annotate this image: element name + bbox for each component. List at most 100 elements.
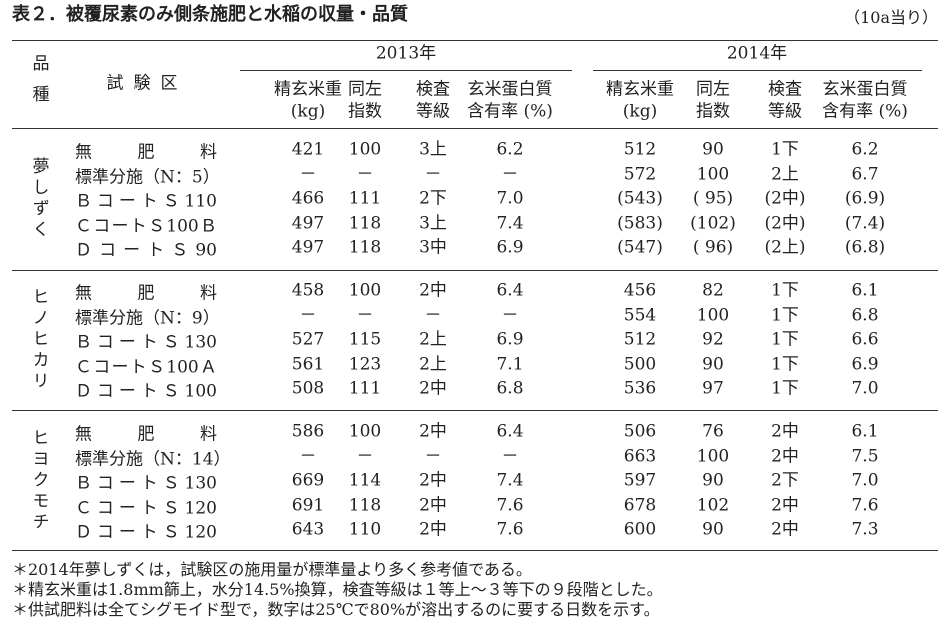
cell: 97 [702, 378, 724, 399]
column-header: 指数 [348, 101, 382, 122]
cell: 458 [291, 280, 325, 301]
cell: 643 [291, 519, 325, 540]
cell: 7.0 [851, 470, 879, 491]
cell: ( 95) [692, 188, 734, 209]
variety-name: ヒノヒカリ [28, 287, 49, 393]
plot-name: ＢコートＳ130 [75, 473, 217, 494]
cell: (583) [617, 213, 663, 233]
cell: 7.0 [851, 378, 879, 399]
column-header: (kg) [622, 101, 658, 122]
cell: 100 [696, 305, 730, 325]
cell: 7.4 [496, 213, 524, 233]
footnote: ＊2014年夢しずくは，試験区の施用量が標準量より多く参考値である。 [12, 560, 532, 579]
plot-name: ＤコートＳ100 [75, 381, 217, 402]
plot-name: ＢコートＳ130 [75, 332, 217, 353]
column-header: 含有率 (%) [467, 101, 553, 122]
column-header: 等級 [768, 101, 802, 122]
cell: 6.8 [851, 305, 879, 325]
column-header: 精玄米重 [606, 79, 674, 100]
cell: 114 [348, 470, 382, 491]
cell: 100 [348, 139, 382, 160]
plot-name: 無肥料 [75, 424, 217, 445]
cell: 2下 [419, 188, 447, 209]
column-header: 玄米蛋白質 [822, 79, 908, 100]
variety-name: ヒヨクモチ [28, 428, 49, 534]
column-header: 検査 [768, 79, 802, 100]
cell: － [501, 446, 519, 466]
cell: － [501, 164, 519, 184]
column-header: 含有率 (%) [822, 101, 908, 122]
cell: 2中 [419, 421, 447, 442]
cell: 1下 [771, 305, 799, 325]
cell: 3中 [419, 237, 447, 258]
column-header: 指数 [696, 101, 730, 122]
cell: 2中 [419, 280, 447, 301]
cell: 497 [291, 213, 325, 233]
cell: 100 [348, 280, 382, 301]
cell: 118 [348, 495, 382, 515]
cell: 118 [348, 213, 382, 233]
footnote: ＊供試肥料は全てシグモイド型で，数字は25℃で80%が溶出するのに要する日数を示… [12, 600, 660, 619]
plot-name: ＢコートＳ110 [75, 191, 217, 212]
cell: 110 [348, 519, 382, 540]
cell: 7.3 [851, 519, 879, 540]
cell: (7.4) [844, 213, 886, 233]
column-header: 同左 [348, 79, 382, 100]
cell: 2中 [771, 446, 799, 466]
cell: 100 [696, 446, 730, 466]
cell: 2上 [771, 164, 799, 184]
cell: 6.2 [496, 139, 524, 160]
plot-name: 無肥料 [75, 283, 217, 304]
cell: (547) [617, 237, 663, 258]
variety-header: 品種 [28, 54, 49, 116]
cell: － [356, 446, 374, 466]
cell: － [356, 305, 374, 325]
cell: － [501, 305, 519, 325]
plot-name: ＤコートＳ90 [75, 240, 217, 261]
rule [12, 550, 938, 551]
cell: 6.1 [851, 421, 879, 442]
rule [240, 70, 572, 71]
plot-name: ＣコートＳ100Ｂ [75, 216, 217, 236]
cell: 115 [348, 329, 382, 350]
cell: － [299, 164, 317, 184]
rule [12, 128, 938, 129]
cell: 90 [702, 139, 724, 160]
cell: 7.4 [496, 470, 524, 491]
cell: 6.4 [496, 421, 524, 442]
cell: 497 [291, 237, 325, 258]
cell: 111 [348, 378, 382, 399]
cell: 512 [623, 139, 657, 160]
cell: 678 [623, 495, 657, 515]
cell: 6.6 [851, 329, 879, 350]
cell: (543) [617, 188, 663, 209]
variety-name: 夢しずく [28, 157, 49, 241]
cell: 82 [702, 280, 724, 301]
table-title: 表２．被覆尿素のみ側条施肥と水稲の収量・品質 [12, 4, 408, 25]
cell: 100 [348, 421, 382, 442]
cell: 2中 [419, 495, 447, 515]
plot-name: ＤコートＳ120 [75, 522, 217, 543]
cell: 6.9 [851, 354, 879, 374]
cell: 456 [623, 280, 657, 301]
cell: (6.8) [844, 237, 886, 258]
cell: 500 [623, 354, 657, 374]
cell: 512 [623, 329, 657, 350]
cell: 92 [702, 329, 724, 350]
cell: ( 96) [692, 237, 734, 258]
cell: 2中 [419, 519, 447, 540]
cell: 7.6 [851, 495, 879, 515]
rule [12, 410, 938, 411]
cell: 90 [702, 519, 724, 540]
footnote: ＊精玄米重は1.8mm篩上，水分14.5%換算，検査等級は１等上～３等下の９段階… [12, 580, 663, 599]
column-header: (kg) [290, 101, 326, 122]
cell: 2中 [771, 495, 799, 515]
cell: 1下 [771, 139, 799, 160]
cell: 111 [348, 188, 382, 209]
cell: 6.9 [496, 237, 524, 258]
plot-header: 試験区 [106, 73, 188, 94]
cell: 2中 [771, 519, 799, 540]
cell: 2上 [419, 354, 447, 374]
plot-name: 標準分施（N：5） [75, 167, 220, 187]
cell: 1下 [771, 329, 799, 350]
